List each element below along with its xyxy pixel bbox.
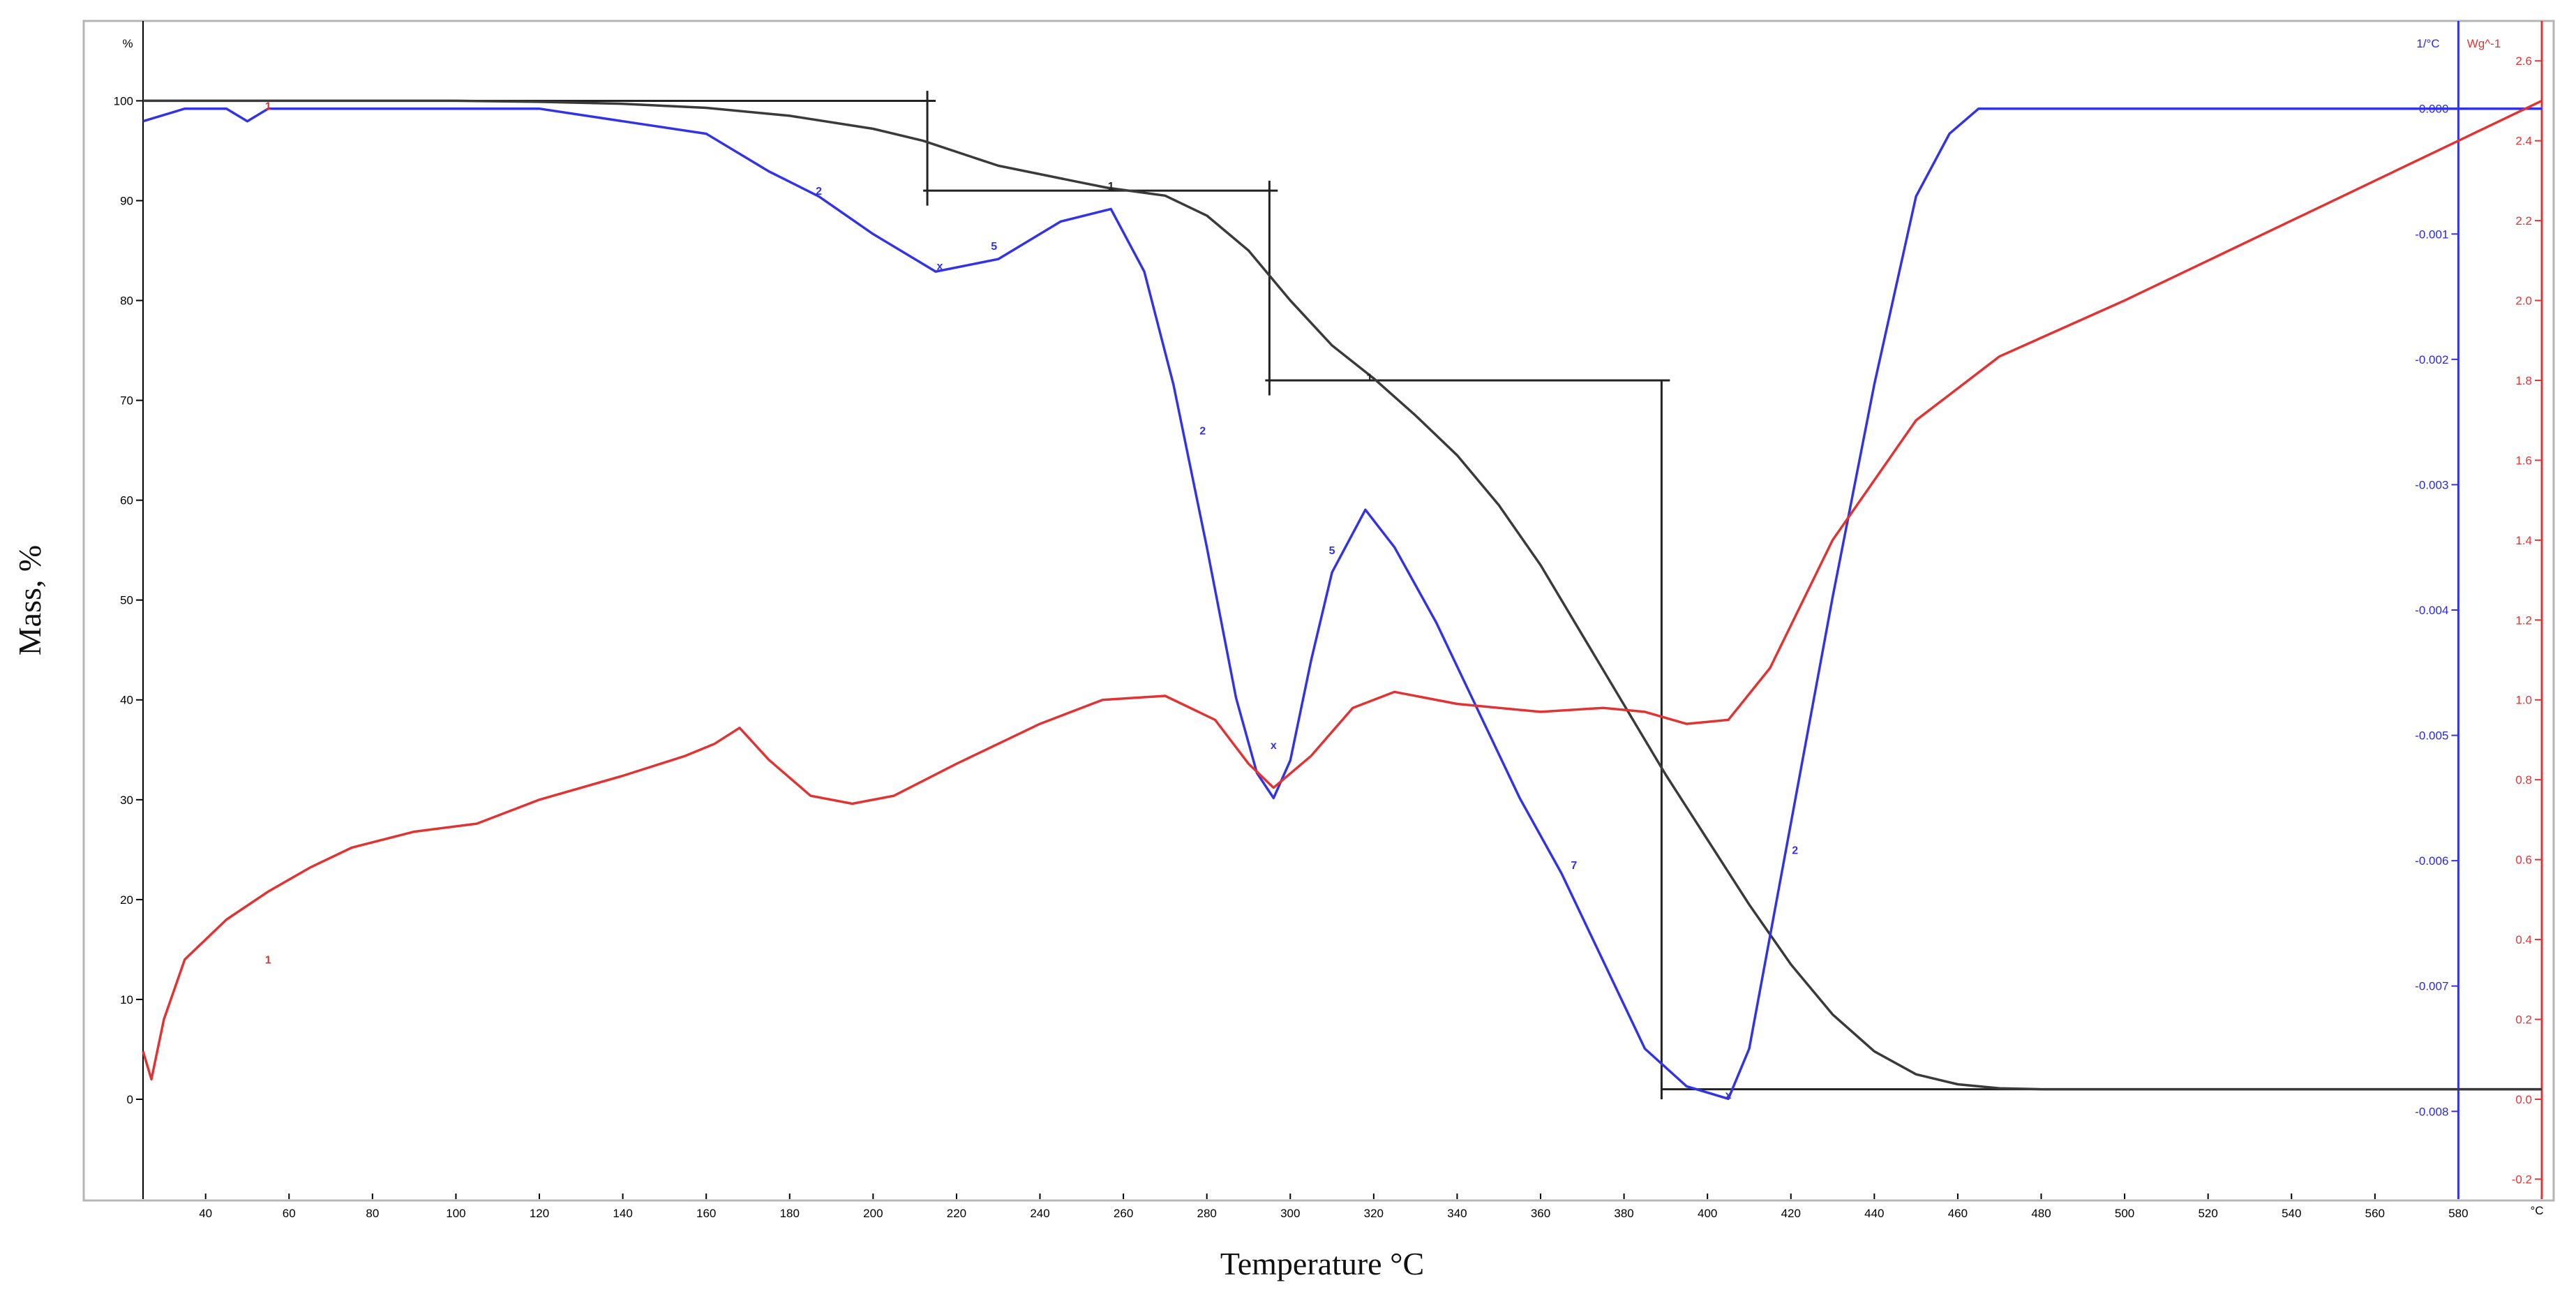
x-tick-label: 60 <box>283 1207 296 1220</box>
curve-marker: 2 <box>1792 845 1798 856</box>
dtg-tick-label: -0.006 <box>2415 854 2448 868</box>
left-tick-label: 20 <box>120 893 133 907</box>
curve-marker: 2 <box>816 186 822 198</box>
left-tick-label: 60 <box>120 494 133 507</box>
x-tick-label: 520 <box>2198 1207 2217 1220</box>
dsc-tick-label: 2.6 <box>2515 54 2532 68</box>
x-tick-label: 560 <box>2365 1207 2385 1220</box>
curve-marker: 2 <box>1199 426 1206 438</box>
dsc-tick-label: 1.8 <box>2515 374 2532 387</box>
y-axis-title: Mass, % <box>12 545 47 655</box>
x-tick-label: 220 <box>947 1207 966 1220</box>
dtg-tick-label: -0.007 <box>2415 980 2448 993</box>
left-tick-label: 0 <box>127 1093 133 1106</box>
series-layer <box>142 99 2543 1101</box>
x-tick-label: 180 <box>780 1207 800 1220</box>
x-tick-label: 300 <box>1280 1207 1300 1220</box>
dsc-tick-label: 0.8 <box>2515 773 2532 787</box>
dsc-unit-label: Wg^-1 <box>2467 37 2501 50</box>
x-tick-label: 200 <box>863 1207 883 1220</box>
x-unit-label: °C <box>2530 1204 2543 1217</box>
x-tick-label: 420 <box>1781 1207 1801 1220</box>
tg-mass-series-line <box>143 99 2542 1091</box>
x-tick-label: 400 <box>1698 1207 1717 1220</box>
curve-marker: 5 <box>1329 545 1335 557</box>
left-tick-label: 30 <box>120 794 133 807</box>
x-tick-label: 320 <box>1364 1207 1384 1220</box>
curve-marker: x <box>1271 740 1277 752</box>
dtg-tick-label: -0.002 <box>2415 353 2448 366</box>
left-tick-label: 10 <box>120 993 133 1006</box>
x-tick-label: 260 <box>1114 1207 1133 1220</box>
curve-marker: x <box>937 260 943 272</box>
x-tick-label: 480 <box>2031 1207 2051 1220</box>
dsc-tick-label: 1.0 <box>2515 694 2532 707</box>
curve-marker: 1 <box>265 955 271 967</box>
dsc-tick-label: 2.4 <box>2515 135 2532 148</box>
x-tick-label: 280 <box>1197 1207 1216 1220</box>
left-unit-label: % <box>122 37 133 50</box>
dtg-series-line <box>142 107 2542 1101</box>
left-tick-label: 90 <box>120 194 133 207</box>
dsc-tick-label: 0.0 <box>2515 1093 2532 1106</box>
left-tick-label: 80 <box>120 295 133 308</box>
dtg-tick-label: -0.004 <box>2415 604 2448 617</box>
x-tick-label: 160 <box>696 1207 716 1220</box>
left-tick-label: 50 <box>120 594 133 607</box>
dtg-tick-label: -0.001 <box>2415 228 2448 241</box>
curve-marker: 1 <box>1108 181 1114 193</box>
curve-marker: 5 <box>991 241 997 253</box>
x-tick-label: 380 <box>1614 1207 1633 1220</box>
x-tick-label: 140 <box>613 1207 632 1220</box>
left-tick-label: 70 <box>120 394 133 408</box>
x-tick-label: 40 <box>199 1207 212 1220</box>
x-tick-label: 540 <box>2282 1207 2301 1220</box>
dsc-tick-label: 1.6 <box>2515 454 2532 467</box>
x-tick-label: 580 <box>2448 1207 2468 1220</box>
left-tick-label: 40 <box>120 694 133 707</box>
dtg-unit-label: 1/°C <box>2416 37 2439 50</box>
curve-marker: 1 <box>1366 373 1372 385</box>
dtg-tick-label: -0.005 <box>2415 729 2448 743</box>
dsc-tick-label: 0.6 <box>2515 854 2532 867</box>
dsc-tick-label: 0.4 <box>2515 933 2532 946</box>
dtg-tick-label: -0.008 <box>2415 1105 2448 1118</box>
x-tick-label: 80 <box>366 1207 379 1220</box>
x-tick-label: 240 <box>1030 1207 1049 1220</box>
dsc-tick-label: 1.4 <box>2515 534 2532 547</box>
x-tick-label: 500 <box>2115 1207 2134 1220</box>
dsc-tick-label: 1.2 <box>2515 614 2532 627</box>
dsc-series-line <box>142 99 2543 1081</box>
x-tick-label: 340 <box>1447 1207 1467 1220</box>
x-tick-label: 360 <box>1531 1207 1550 1220</box>
left-tick-label: 100 <box>114 94 133 107</box>
curve-marker: 1 <box>265 101 271 113</box>
curve-marker: 7 <box>1571 860 1577 872</box>
axes-layer: 0 10 20 30 40 50 60 70 80 90 100 40 60 80 100 120 140 160… <box>114 21 2543 1220</box>
x-axis-title: Temperature °C <box>1220 1246 1424 1281</box>
dsc-tick-label: 2.0 <box>2515 295 2532 308</box>
x-tick-label: 460 <box>1948 1207 1968 1220</box>
markers-layer: 2 x 5 2 x 5 7 x 2 1 1 1 1 <box>265 101 1798 1101</box>
x-tick-label: 120 <box>530 1207 549 1220</box>
dsc-tick-label: -0.2 <box>2512 1173 2532 1186</box>
curve-marker: x <box>1725 1090 1732 1101</box>
x-tick-label: 100 <box>446 1207 465 1220</box>
dtg-tick-label: -0.003 <box>2415 478 2448 491</box>
dsc-tick-label: 0.2 <box>2515 1013 2532 1027</box>
x-tick-label: 440 <box>1864 1207 1884 1220</box>
chart-frame <box>82 20 2555 1202</box>
dsc-tick-label: 2.2 <box>2515 214 2532 228</box>
